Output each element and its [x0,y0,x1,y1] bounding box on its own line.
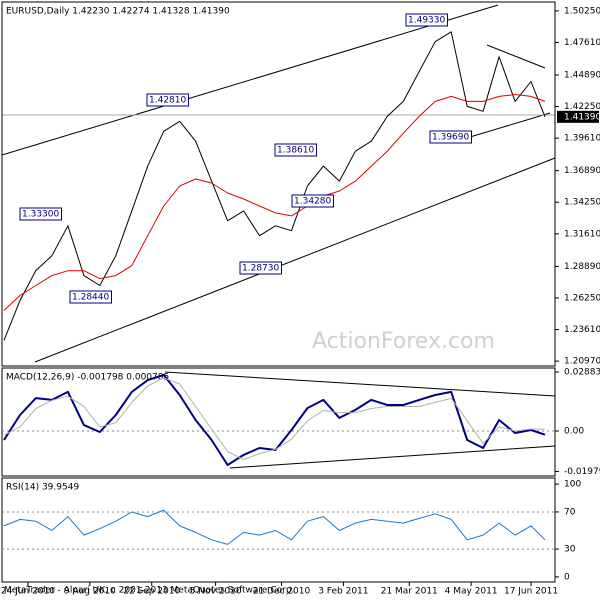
trend-lines [1,4,556,469]
x-tick-label: 3 Feb 2011 [318,587,368,597]
annotation-box [405,13,448,27]
series-line [3,31,546,341]
annotation-label: 1.39690 [432,133,469,143]
y-tick-label: 1.20970 [564,357,600,367]
triangle-upper [486,44,546,69]
annotation-label: 1.28440 [72,293,109,303]
footer: MetaTrader - Alpari UK, c 2001-2013 Meta… [4,586,294,596]
annotation-label: 1.49330 [408,16,445,26]
annotation-label: 1.38610 [277,146,314,156]
annotation-box [69,290,112,304]
channel-lower [34,157,556,363]
triangle-lower [469,112,551,138]
last-price-box [557,110,599,123]
panel-title: RSI(14) 39.9549 [6,483,79,493]
macd-trend-lower [229,445,556,469]
y-tick-label: 1.36890 [564,166,600,176]
y-tick-label: 0 [564,572,570,582]
y-tick-label: 1.31610 [564,229,600,239]
y-tick-label: 1.26250 [564,293,600,303]
x-tick-label: 21 Dec 2010 [253,587,311,597]
x-tick-label: 9 Aug 2010 [64,587,116,597]
annotation-label: 1.34280 [294,197,331,207]
y-tick-label: 1.50250 [564,6,600,16]
series-line [3,377,546,461]
y-tick-label: 1.34250 [564,198,600,208]
macd-trend-upper [164,371,556,397]
annotation-box [146,93,189,107]
y-tick-label: 0.028837 [564,368,600,378]
annotation-box [239,261,282,275]
annotation-label: 1.42810 [149,96,186,106]
y-tick-label: 1.23610 [564,325,600,335]
series-line [3,94,546,311]
y-tick-label: 1.44890 [564,70,600,80]
series-line [3,374,546,466]
annotation-box [291,194,334,208]
y-tick-label: -0.01979 [564,467,600,477]
y-tick-label: 30 [564,545,576,555]
y-tick-label: 0.00 [564,427,584,437]
watermark: ActionForex.com [312,329,495,354]
annotation-label: 1.33300 [22,210,59,220]
last-price-label: 1.41390 [564,112,600,122]
channel-upper [1,4,499,156]
x-tick-label: 4 May 2011 [445,587,498,597]
annotation-box [19,207,62,221]
x-tick-label: 17 Jun 2011 [504,587,558,597]
x-tick-label: 24 Jun 2010 [1,587,55,597]
y-tick-label: 1.47610 [564,38,600,48]
panel-frame [1,477,556,583]
x-tick-label: 21 Mar 2011 [381,587,438,597]
series-line [3,509,546,545]
panel-frame [1,1,556,367]
panel-frame [1,367,556,477]
y-tick-label: 70 [564,507,576,517]
y-tick-label: 1.39610 [564,134,600,144]
x-tick-label: 22 Sep 2010 [123,587,180,597]
x-tick-label: 5 Nov 2010 [190,587,242,597]
y-tick-label: 1.42250 [564,102,600,112]
annotation-box [274,143,317,157]
annotation-label: 1.28730 [242,264,279,274]
y-tick-label: 100 [564,480,581,490]
annotation-box [429,130,472,144]
y-tick-label: 1.28890 [564,262,600,272]
panel-title: MACD(12,26,9) -0.001798 0.000785 [6,373,169,383]
panel-title: EURUSD,Daily 1.42230 1.42274 1.41328 1.4… [6,7,230,17]
